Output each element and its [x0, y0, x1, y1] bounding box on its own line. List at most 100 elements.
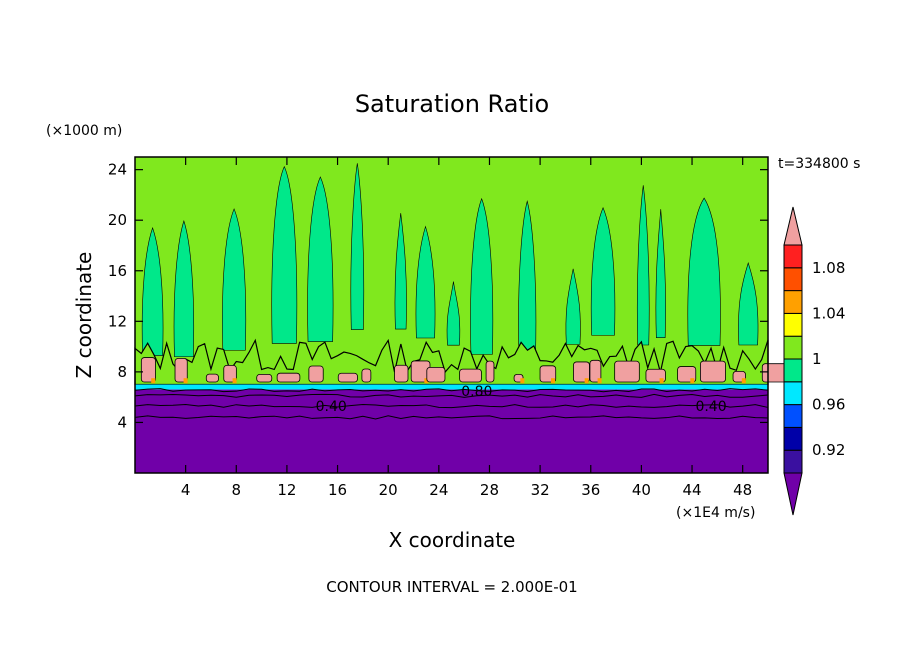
x-tick-label: 32	[531, 481, 550, 499]
x-tick-label: 24	[429, 481, 448, 499]
colorbar: 0.92 0.96 1 1.04 1.08	[783, 206, 845, 516]
field-supersaturated-blob	[589, 359, 602, 383]
colorbar-swatch	[783, 244, 803, 269]
field-subsaturated-plume	[350, 163, 365, 330]
colorbar-label: 0.96	[812, 396, 845, 414]
field-supersaturated-blob	[276, 372, 301, 383]
field-supersaturated-blob	[614, 360, 640, 383]
field-subsaturated-plume	[394, 213, 407, 330]
x-tick-label: 40	[632, 481, 651, 499]
field-supersaturated-blob	[677, 366, 697, 383]
y-axis-ticks: 4 8 12 16 20 24	[108, 161, 768, 431]
plot-frame	[134, 156, 769, 474]
field-orange-patch	[584, 378, 589, 384]
contour-line	[134, 403, 769, 409]
field-supersaturated-blob	[539, 365, 557, 383]
contour-interval-label: CONTOUR INTERVAL = 2.000E-01	[326, 578, 577, 596]
x-tick-label: 8	[232, 481, 242, 499]
field-subsaturated-plume	[141, 226, 164, 356]
field-subsaturated-plume	[518, 200, 537, 358]
colorbar-label: 0.92	[812, 441, 845, 459]
contour-line	[134, 415, 769, 420]
field-subsaturated-plume	[222, 208, 247, 351]
field-subsaturated-plume	[565, 268, 581, 345]
field-supersaturated-blob	[459, 368, 482, 383]
field-subsaturated-plume	[415, 225, 436, 339]
colorbar-swatch	[783, 358, 803, 383]
field-dry-layer	[135, 389, 768, 473]
field-subsaturated-plume	[590, 207, 616, 336]
field-supersaturated-blob	[361, 368, 372, 383]
field-orange-patch	[183, 378, 188, 384]
field-supersaturated-blob	[256, 373, 273, 383]
colorbar-label: 1	[812, 350, 822, 368]
field-transition-band	[135, 384, 768, 390]
contour-lines	[134, 388, 769, 420]
field-orange-patch	[232, 378, 237, 384]
y-tick-label: 20	[108, 211, 127, 229]
colorbar-swatch	[783, 335, 803, 360]
field-supersaturated-blob	[140, 357, 156, 383]
contour-label: 0.80	[461, 384, 492, 400]
field-subsaturated-plume	[446, 281, 461, 346]
field-subsaturated-plume	[470, 197, 494, 355]
x-tick-label: 4	[181, 481, 191, 499]
field-orange-patch	[520, 378, 525, 384]
x-tick-label: 44	[682, 481, 701, 499]
field-orange-patch	[597, 378, 602, 384]
field-orange-patch	[551, 378, 556, 384]
colorbar-swatch	[783, 426, 803, 451]
field-subsaturated-plume	[173, 220, 195, 358]
colorbar-swatch	[783, 312, 803, 337]
field-supersaturated-blob	[308, 365, 324, 383]
field-supersaturated-blob	[223, 364, 237, 383]
colorbar-swatch	[783, 381, 803, 406]
x-axis-label: X coordinate	[389, 528, 516, 552]
colorbar-label: 1.08	[812, 259, 845, 277]
x-tick-label: 28	[480, 481, 499, 499]
contour-line	[134, 393, 769, 398]
colorbar-swatch	[783, 290, 803, 314]
colorbar-swatch	[783, 267, 803, 292]
field-subsaturated-plume	[636, 185, 650, 346]
field-supersaturated-blob	[761, 363, 788, 383]
colorbar-bottom-arrow	[783, 472, 803, 516]
field-orange-patch	[690, 378, 695, 384]
contour-line	[134, 388, 769, 393]
x-tick-label: 20	[379, 481, 398, 499]
time-label: t=334800 s	[778, 156, 860, 172]
colorbar-label: 1.04	[812, 304, 845, 322]
colorbar-top-arrow	[783, 206, 803, 246]
field-subsaturated-plume	[687, 197, 721, 346]
chart-title: Saturation Ratio	[355, 90, 549, 118]
field-supersaturated-blob	[337, 372, 358, 383]
x-unit-label: (×1E4 m/s)	[676, 505, 755, 521]
y-tick-label: 24	[108, 161, 127, 179]
colorbar-swatch	[783, 404, 803, 428]
field-supersaturated-blob	[174, 358, 188, 383]
field-supersaturated-blob	[394, 364, 409, 383]
x-tick-label: 48	[733, 481, 752, 499]
field-subsaturated-plume	[655, 209, 666, 339]
field-supersaturated-blob	[205, 373, 219, 383]
field-orange-patch	[659, 378, 664, 384]
y-tick-label: 4	[117, 413, 127, 431]
field-orange-patch	[424, 378, 429, 384]
field-subsaturated-plume	[738, 261, 759, 346]
field-supersaturated-blob	[700, 360, 726, 383]
x-axis-ticks: 4 8 12 16 20 24 28 32 36 40 44 48	[181, 157, 752, 499]
x-tick-label: 36	[581, 481, 600, 499]
contour-labels: 0.40 0.80 0.40	[316, 384, 727, 415]
colorbar-swatch	[783, 449, 803, 474]
saturation-field	[134, 157, 788, 473]
contour-label: 0.40	[316, 399, 347, 415]
field-orange-patch	[741, 378, 746, 384]
x-tick-label: 16	[328, 481, 347, 499]
y-tick-label: 8	[117, 363, 127, 381]
field-supersaturated-blob	[573, 361, 590, 383]
field-subsaturated-plume	[307, 176, 334, 342]
y-tick-label: 12	[108, 312, 127, 330]
y-unit-label: (×1000 m)	[46, 123, 122, 139]
contour-label: 0.40	[695, 399, 726, 415]
